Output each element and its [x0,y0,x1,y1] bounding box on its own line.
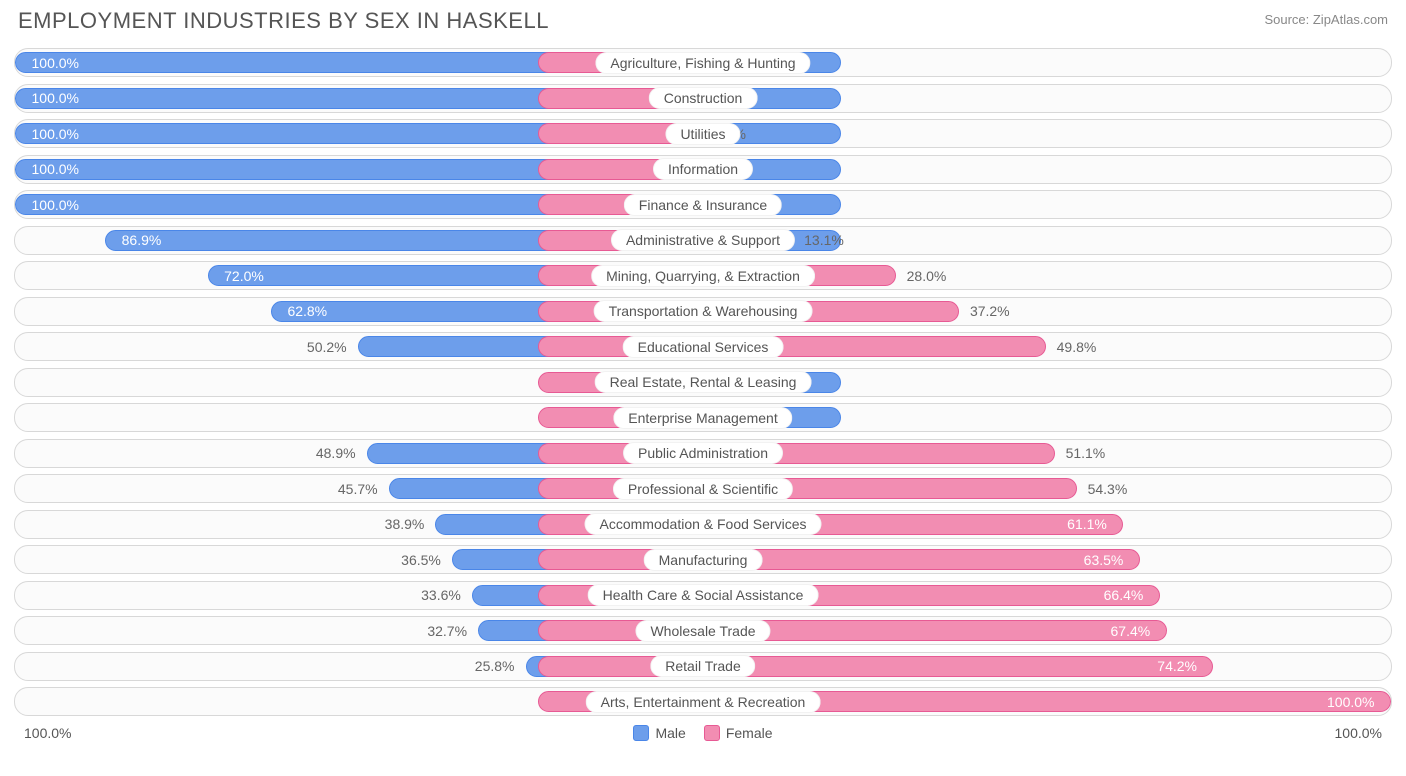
female-value: 67.4% [1111,623,1151,639]
legend: Male Female [633,725,772,741]
chart-row: 86.9% 13.1% Administrative & Support [14,226,1392,255]
chart-row: 45.7% 54.3% Professional & Scientific [14,474,1392,503]
female-value: 13.1% [804,232,844,248]
category-label: Accommodation & Food Services [585,513,822,535]
chart-row: 100.0%0.0%Information [14,155,1392,184]
female-value: 61.1% [1067,516,1107,532]
female-value: 54.3% [1088,481,1128,497]
male-swatch-icon [633,725,649,741]
chart-row: 0.0%100.0%Arts, Entertainment & Recreati… [14,687,1392,716]
chart-row: 72.0% 28.0% Mining, Quarrying, & Extractio… [14,261,1392,290]
chart-row: 25.8% 74.2% Retail Trade [14,652,1392,681]
chart-row: 38.9% 61.1% Accommodation & Food Services [14,510,1392,539]
category-label: Information [653,158,753,180]
male-value: 100.0% [32,55,79,71]
male-value: 36.5% [401,552,441,568]
category-label: Administrative & Support [611,229,795,251]
legend-female-label: Female [726,725,773,741]
female-value: 66.4% [1104,587,1144,603]
male-value: 100.0% [32,126,79,142]
category-label: Arts, Entertainment & Recreation [586,691,821,713]
chart-row: 50.2% 49.8% Educational Services [14,332,1392,361]
legend-female: Female [704,725,773,741]
male-value: 72.0% [224,268,264,284]
category-label: Construction [649,87,758,109]
male-value: 32.7% [427,623,467,639]
chart-row: 0.0%0.0%Real Estate, Rental & Leasing [14,368,1392,397]
female-bar [538,656,1214,677]
male-value: 25.8% [475,658,515,674]
category-label: Retail Trade [650,655,755,677]
female-bar [538,443,1055,464]
male-value: 50.2% [307,339,347,355]
category-label: Enterprise Management [613,407,792,429]
female-bar [538,336,1046,357]
female-value: 100.0% [1327,694,1374,710]
female-value: 28.0% [907,268,947,284]
category-label: Health Care & Social Assistance [588,584,819,606]
legend-male-label: Male [655,725,685,741]
male-value: 100.0% [32,197,79,213]
category-label: Wholesale Trade [635,620,770,642]
category-label: Public Administration [623,442,783,464]
category-label: Professional & Scientific [613,478,793,500]
female-value: 74.2% [1157,658,1197,674]
chart-row: 100.0%0.0%Construction [14,84,1392,113]
female-value: 49.8% [1057,339,1097,355]
category-label: Agriculture, Fishing & Hunting [595,52,810,74]
source-label: Source: ZipAtlas.com [1264,12,1388,27]
male-value: 38.9% [385,516,425,532]
category-label: Educational Services [623,336,784,358]
male-value: 100.0% [32,90,79,106]
category-label: Mining, Quarrying, & Extraction [591,265,815,287]
male-value: 86.9% [122,232,162,248]
category-label: Manufacturing [644,549,763,571]
chart-row: 0.0%0.0%Enterprise Management [14,403,1392,432]
category-label: Transportation & Warehousing [594,300,813,322]
chart-row: 36.5% 63.5% Manufacturing [14,545,1392,574]
chart-row: 100.0%0.0%Utilities [14,119,1392,148]
male-value: 48.9% [316,445,356,461]
female-bar [538,620,1167,641]
category-label: Real Estate, Rental & Leasing [595,371,812,393]
male-value: 45.7% [338,481,378,497]
male-value: 33.6% [421,587,461,603]
female-bar [538,549,1140,570]
chart-row: 100.0%0.0%Finance & Insurance [14,190,1392,219]
male-value: 100.0% [32,161,79,177]
female-value: 63.5% [1084,552,1124,568]
chart-row: 32.7% 67.4% Wholesale Trade [14,616,1392,645]
female-value: 37.2% [970,303,1010,319]
chart-row: 48.9% 51.1% Public Administration [14,439,1392,468]
chart-title: EMPLOYMENT INDUSTRIES BY SEX IN HASKELL [18,8,549,34]
male-value: 62.8% [287,303,327,319]
category-label: Finance & Insurance [624,194,782,216]
female-value: 51.1% [1066,445,1106,461]
axis-left-label: 100.0% [24,725,71,741]
chart-row: 100.0%0.0%Agriculture, Fishing & Hunting [14,48,1392,77]
chart-row: 62.8% 37.2% Transportation & Warehousing [14,297,1392,326]
female-swatch-icon [704,725,720,741]
chart-row: 33.6% 66.4% Health Care & Social Assistanc… [14,581,1392,610]
legend-male: Male [633,725,685,741]
diverging-bar-chart: 100.0%0.0%Agriculture, Fishing & Hunting… [14,48,1392,716]
category-label: Utilities [665,123,740,145]
axis-right-label: 100.0% [1335,725,1382,741]
